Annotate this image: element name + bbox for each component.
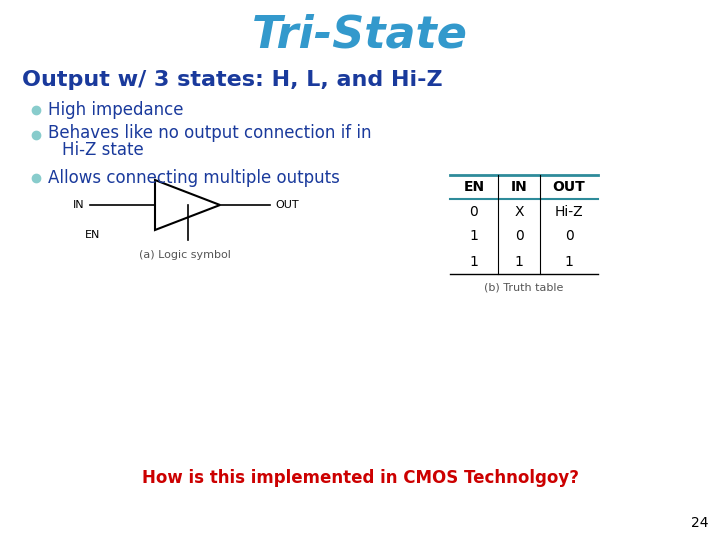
Text: Behaves like no output connection if in: Behaves like no output connection if in: [48, 124, 372, 142]
Text: Output w/ 3 states: H, L, and Hi-Z: Output w/ 3 states: H, L, and Hi-Z: [22, 70, 443, 90]
Text: EN: EN: [464, 180, 485, 194]
Text: 0: 0: [564, 230, 573, 244]
Text: 24: 24: [690, 516, 708, 530]
Text: 1: 1: [564, 254, 573, 268]
Text: (b) Truth table: (b) Truth table: [485, 283, 564, 293]
Text: 1: 1: [469, 254, 478, 268]
Text: High impedance: High impedance: [48, 101, 184, 119]
Text: Hi-Z: Hi-Z: [554, 205, 583, 219]
Text: (a) Logic symbol: (a) Logic symbol: [139, 250, 231, 260]
Text: 0: 0: [469, 205, 478, 219]
Text: X: X: [514, 205, 523, 219]
Text: 1: 1: [515, 254, 523, 268]
Text: 1: 1: [469, 230, 478, 244]
Text: IN: IN: [510, 180, 527, 194]
Text: 0: 0: [515, 230, 523, 244]
Text: Tri-State: Tri-State: [252, 14, 468, 57]
Text: How is this implemented in CMOS Technolgoy?: How is this implemented in CMOS Technolg…: [142, 469, 578, 487]
Text: Hi-Z state: Hi-Z state: [62, 141, 144, 159]
Text: IN: IN: [73, 200, 85, 210]
Text: EN: EN: [85, 230, 100, 240]
Text: OUT: OUT: [275, 200, 299, 210]
Text: OUT: OUT: [553, 180, 585, 194]
Text: Allows connecting multiple outputs: Allows connecting multiple outputs: [48, 169, 340, 187]
